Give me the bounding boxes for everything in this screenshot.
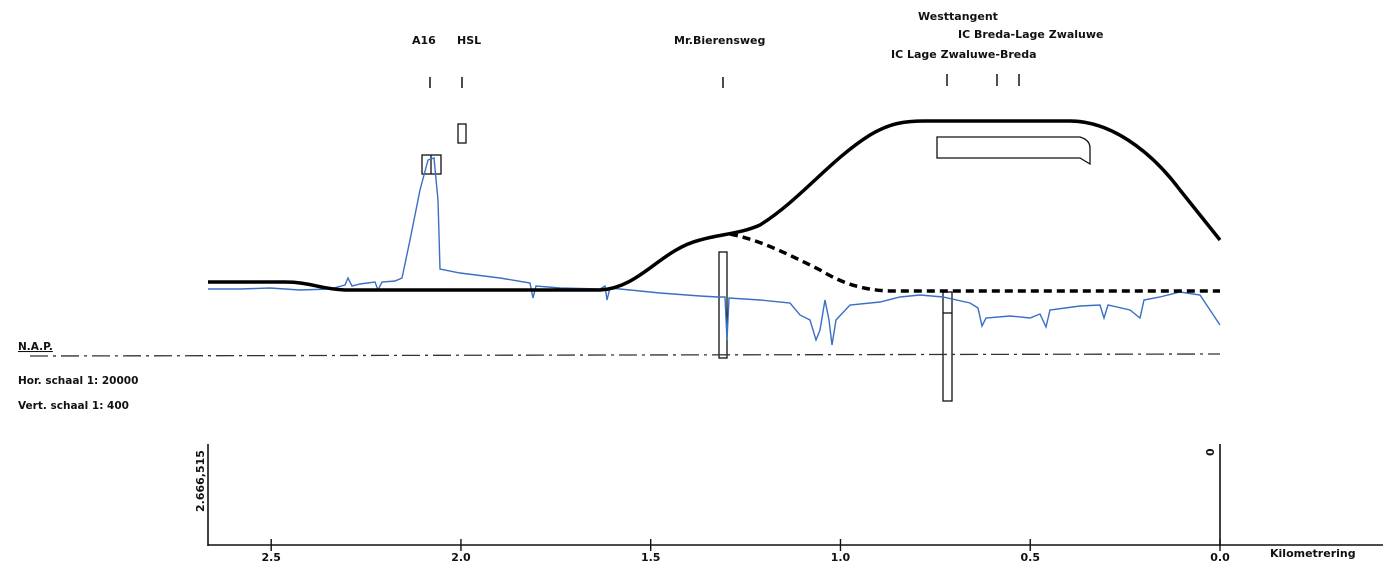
hor-scale-label: Hor. schaal 1: 20000: [18, 375, 138, 387]
crossing-ticks: [429, 74, 1020, 88]
terrain-line: [208, 157, 1221, 346]
station-start-label: 2.666,515: [194, 450, 207, 512]
x-tick-label: 0.0: [1210, 551, 1230, 564]
x-axis-ticks: 2.5 2.0 1.5 1.0 0.5 0.0: [261, 539, 1230, 564]
label-ic-lage-zwaluwe-breda: IC Lage Zwaluwe-Breda: [891, 48, 1037, 61]
profile-dashed-line: [729, 232, 1220, 293]
label-hsl: HSL: [457, 34, 481, 47]
kilometrering-label: Kilometrering: [1270, 547, 1356, 560]
station-end-label: 0: [1204, 448, 1217, 456]
nap-label: N.A.P.: [18, 341, 53, 353]
profile-line: [208, 119, 1222, 292]
westtangent-pillar: [942, 291, 953, 402]
label-ic-breda-lage-zwaluwe: IC Breda-Lage Zwaluwe: [958, 28, 1104, 41]
x-tick-label: 1.5: [641, 551, 661, 564]
label-westtangent: Westtangent: [918, 10, 998, 23]
axis-frame: [207, 444, 1383, 546]
nap-line: [29, 353, 1221, 357]
label-a16: A16: [412, 34, 436, 47]
x-tick-label: 0.5: [1020, 551, 1040, 564]
bierensweg-pillar: [718, 251, 728, 359]
westtangent-deck: [936, 136, 1091, 166]
structures: [421, 123, 1091, 402]
x-tick-label: 2.0: [451, 551, 471, 564]
x-tick-label: 1.0: [831, 551, 851, 564]
x-tick-label: 2.5: [261, 551, 281, 564]
vert-scale-label: Vert. schaal 1: 400: [18, 400, 129, 412]
hsl-structure: [457, 123, 467, 144]
label-mr-bierensweg: Mr.Bierensweg: [674, 34, 765, 47]
